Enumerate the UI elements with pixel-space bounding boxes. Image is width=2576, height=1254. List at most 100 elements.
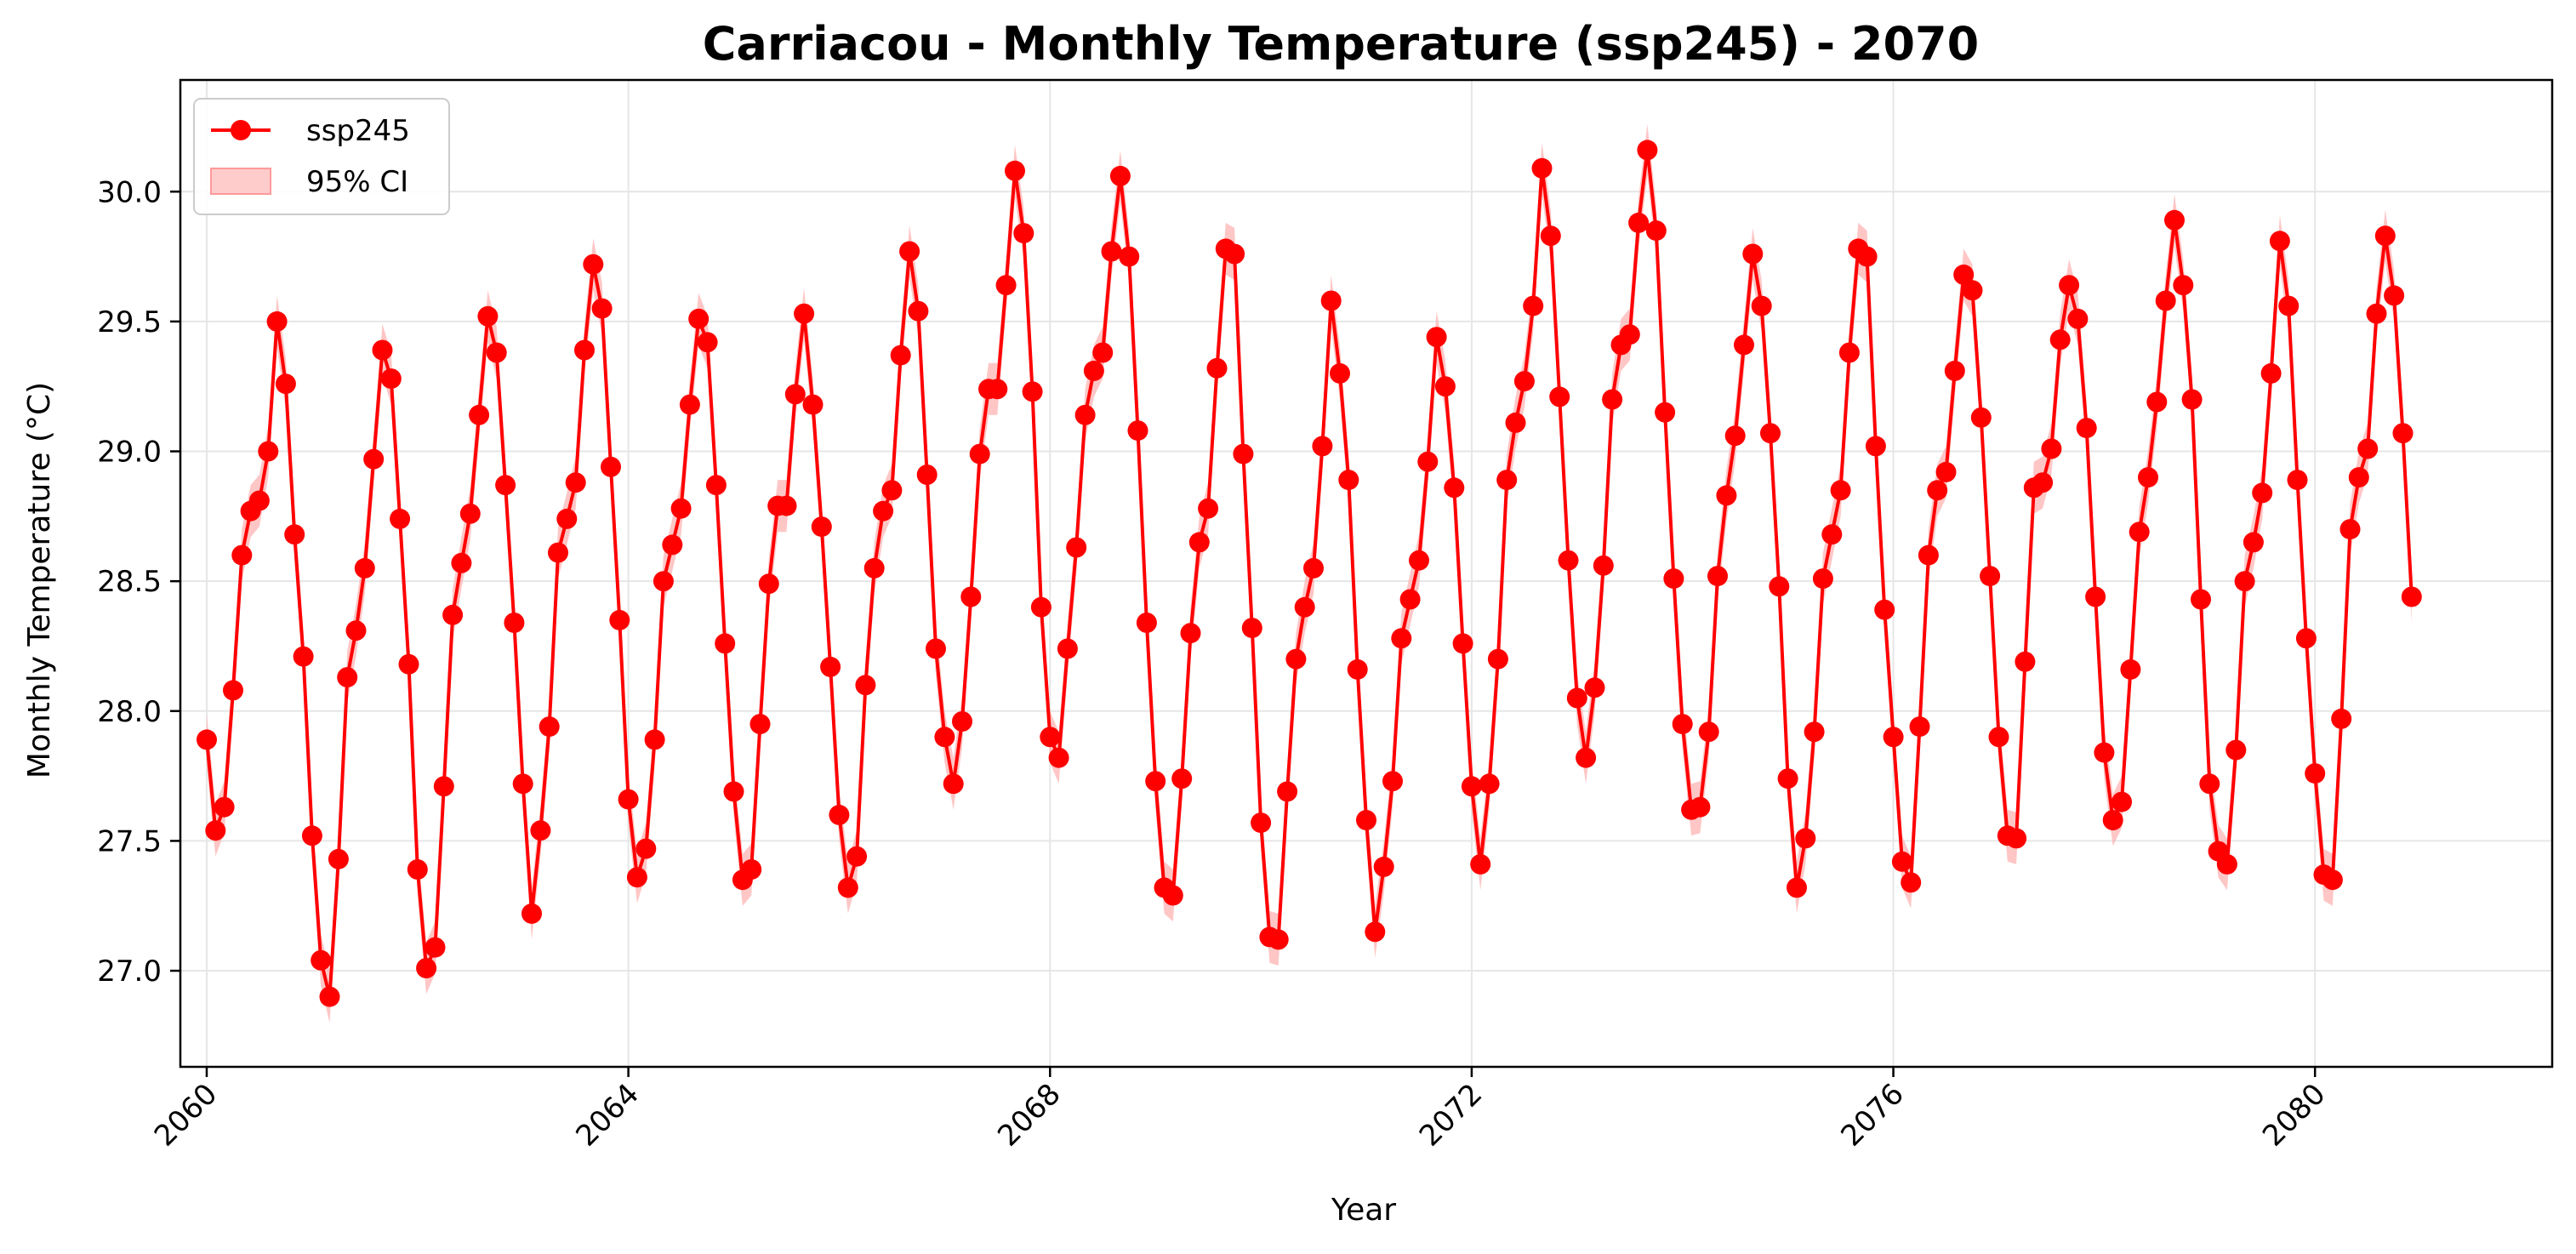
data-point (1294, 596, 1315, 618)
data-point (425, 937, 446, 958)
y-tick-label: 30.0 (97, 175, 162, 209)
data-point (2067, 308, 2089, 329)
legend: ssp245 95% CI (193, 98, 450, 215)
data-point (1180, 623, 1201, 644)
data-point (1970, 407, 1992, 428)
data-point (1856, 246, 1878, 267)
data-point (1022, 381, 1043, 402)
data-point (1795, 828, 1816, 849)
data-point (1338, 470, 1359, 491)
data-point (1241, 618, 1262, 639)
data-point (1891, 851, 1912, 872)
data-point (363, 448, 385, 470)
data-point (1707, 566, 1728, 587)
data-point (899, 241, 920, 262)
data-point (1576, 747, 1597, 768)
data-point (2243, 532, 2264, 553)
data-point (293, 646, 314, 667)
data-point (2339, 519, 2361, 540)
data-point (1883, 727, 1904, 748)
data-point (1417, 451, 1439, 472)
data-point (319, 986, 340, 1007)
data-point (829, 804, 850, 825)
data-point (205, 820, 226, 841)
data-point (820, 656, 841, 677)
data-point (1787, 877, 1807, 898)
data-point (881, 480, 903, 501)
data-point (1513, 371, 1535, 392)
data-point (565, 472, 586, 493)
data-point (1048, 747, 1069, 768)
data-point (618, 789, 639, 810)
data-point (2226, 739, 2247, 761)
data-point (1188, 532, 1210, 553)
data-point (354, 557, 375, 579)
data-point (591, 298, 613, 319)
data-point (626, 867, 647, 888)
data-point (311, 949, 332, 971)
data-point (2129, 522, 2150, 543)
data-point (697, 332, 718, 353)
data-point (952, 711, 972, 732)
data-point (1927, 480, 1948, 501)
data-point (1935, 461, 1957, 482)
data-point (442, 604, 464, 625)
data-point (855, 675, 876, 696)
legend-ci-swatch (210, 168, 271, 195)
data-point (1821, 524, 1843, 545)
data-point (1742, 243, 1764, 265)
y-axis-ticks: 27.0 27.5 28.0 28.5 29.0 29.5 30.0 (97, 175, 180, 989)
data-point (539, 716, 560, 738)
data-point (1549, 386, 1570, 408)
data-point (1101, 241, 1122, 262)
data-point (2199, 773, 2220, 795)
data-point (416, 958, 437, 978)
data-point (1655, 402, 1676, 423)
data-point (1268, 929, 1289, 950)
data-point (1540, 225, 1561, 247)
grid (180, 80, 2552, 1067)
data-point (2006, 828, 2027, 849)
data-point (231, 544, 253, 566)
data-point (1409, 550, 1429, 571)
data-point (784, 384, 806, 405)
data-point (601, 456, 621, 477)
data-point (916, 465, 938, 485)
data-point (2401, 586, 2422, 607)
data-point (1962, 280, 1983, 301)
y-tick-label: 28.5 (97, 565, 162, 599)
data-point (1804, 721, 1825, 743)
data-point (1838, 342, 1860, 363)
data-point (2278, 295, 2300, 316)
data-point (2164, 209, 2185, 231)
data-point (609, 609, 630, 630)
data-point (1672, 714, 1693, 735)
data-point (486, 342, 507, 363)
data-point (398, 653, 419, 675)
data-point (715, 633, 736, 654)
data-point (802, 394, 824, 415)
data-point (1391, 628, 1412, 649)
data-point (749, 714, 771, 735)
data-point (2269, 231, 2290, 252)
data-point (811, 516, 832, 538)
data-point (2357, 438, 2379, 459)
data-point (723, 781, 744, 802)
data-point (574, 339, 595, 361)
data-point (548, 542, 568, 563)
data-point (1426, 327, 1447, 348)
data-point (1206, 357, 1228, 379)
data-point (635, 838, 657, 859)
data-point (1162, 885, 1183, 906)
data-point (2076, 418, 2097, 439)
data-point (556, 508, 578, 529)
data-point (705, 475, 727, 496)
data-point (2120, 658, 2141, 680)
data-point (1365, 921, 1386, 943)
data-point (2138, 467, 2158, 488)
data-point (1751, 295, 1772, 316)
data-point (662, 534, 683, 556)
data-point (1980, 566, 2001, 587)
data-point (258, 441, 279, 462)
